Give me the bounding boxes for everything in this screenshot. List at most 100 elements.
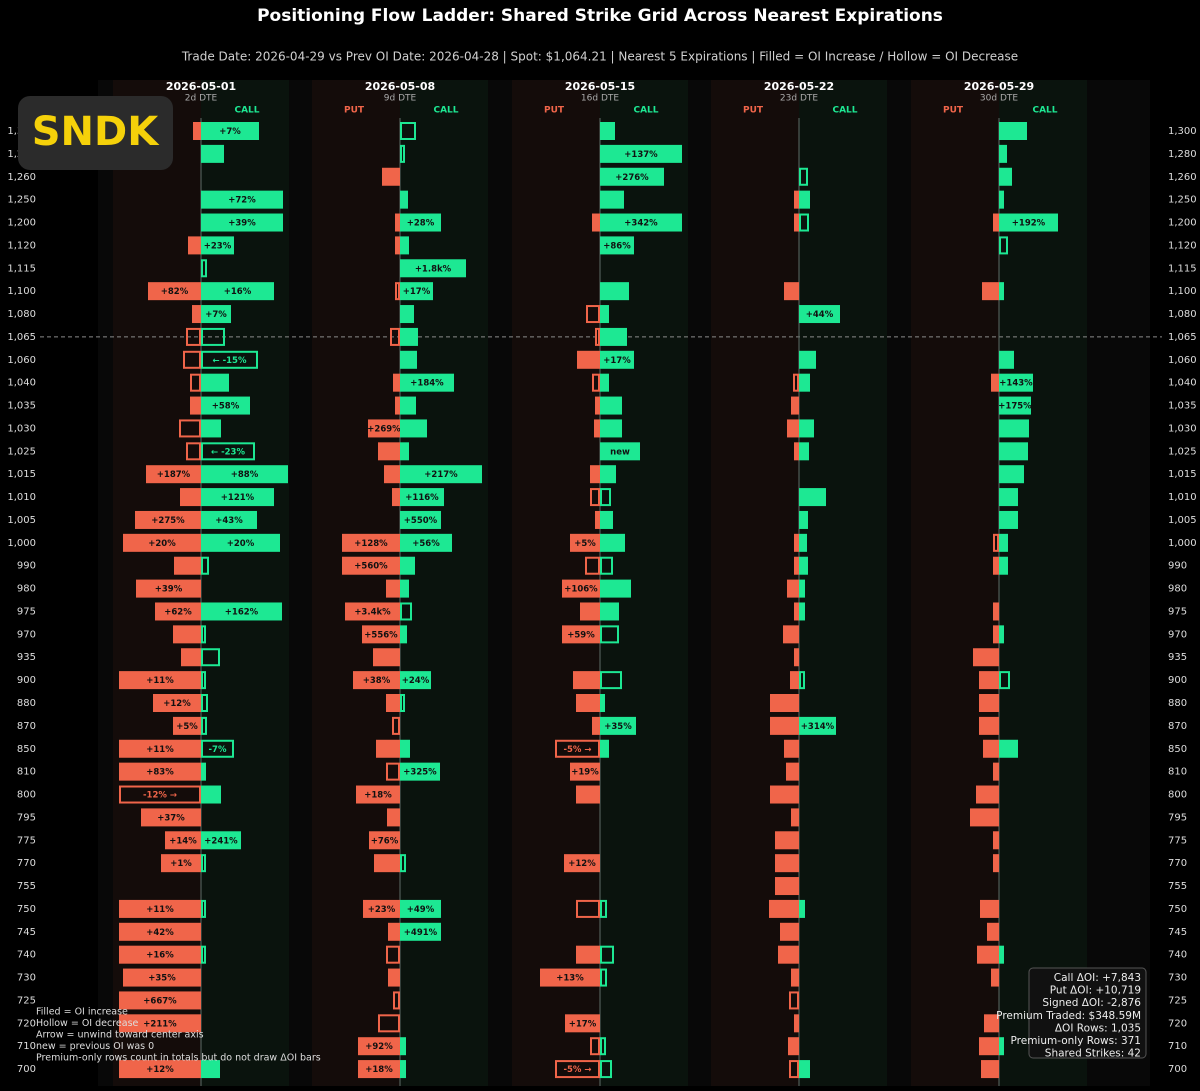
call-bar <box>400 144 405 163</box>
put-bar <box>141 808 201 827</box>
expiration-dte: 9d DTE <box>384 94 417 104</box>
call-bar <box>400 762 440 781</box>
strike-label-left: 775 <box>17 835 36 846</box>
summary-line: Shared Strikes: 42 <box>1045 1048 1141 1060</box>
put-bar <box>395 282 400 301</box>
strike-label-right: 1,035 <box>1168 401 1197 412</box>
call-zone <box>799 80 887 1086</box>
strike-label-right: 755 <box>1168 881 1187 892</box>
put-bar <box>769 899 799 918</box>
call-bar-label: +116% <box>405 493 439 503</box>
summary-frame <box>1028 967 1147 1059</box>
strike-label-right: 795 <box>1168 812 1187 823</box>
strike-label-left: 710 <box>17 1041 36 1052</box>
call-bar <box>600 419 622 438</box>
call-bar <box>201 396 250 415</box>
strike-label-left: 1,030 <box>7 423 36 434</box>
put-bar <box>576 785 600 804</box>
call-bar <box>799 602 805 621</box>
call-bar <box>799 579 805 598</box>
strike-label-right: 1,280 <box>1168 149 1197 160</box>
call-bar <box>201 762 206 781</box>
legend-note: Filled = OI increase <box>36 1007 128 1018</box>
strike-label-left: 1,065 <box>7 332 36 343</box>
put-bar <box>123 533 201 552</box>
strike-label-right: 1,300 <box>1168 126 1197 137</box>
call-bar <box>400 465 482 484</box>
put-bar <box>358 1060 400 1079</box>
call-bar <box>999 671 1010 690</box>
call-bar <box>400 625 407 644</box>
put-bar <box>190 396 201 415</box>
call-bar <box>400 373 454 392</box>
call-bar-label: +20% <box>227 539 255 549</box>
put-bar-label: +269% <box>367 424 401 434</box>
call-bar <box>799 190 810 209</box>
call-bar <box>600 716 636 735</box>
put-bar <box>174 556 201 575</box>
legend-note: Premium-only rows count in totals but do… <box>36 1053 321 1064</box>
strike-label-left: 1,200 <box>7 218 36 229</box>
call-bar-label: +56% <box>412 539 440 549</box>
put-bar <box>540 968 600 987</box>
put-bar <box>358 1037 400 1056</box>
call-bar <box>201 625 206 644</box>
call-bar <box>799 488 826 507</box>
put-bar <box>165 831 201 850</box>
put-bar-label: +211% <box>143 1019 177 1029</box>
put-bar <box>980 899 999 918</box>
call-bar <box>201 282 274 301</box>
call-bar <box>799 533 807 552</box>
strike-label-right: 740 <box>1168 950 1187 961</box>
strike-label-right: 1,040 <box>1168 378 1197 389</box>
put-bar <box>570 762 600 781</box>
call-bar <box>600 373 609 392</box>
put-bar <box>146 465 201 484</box>
put-bar <box>181 648 201 667</box>
put-bar <box>395 396 400 415</box>
call-bar <box>999 419 1029 438</box>
call-bar <box>400 350 417 369</box>
call-bar <box>600 488 611 507</box>
call-bar <box>999 488 1018 507</box>
call-bar <box>201 602 282 621</box>
put-bar <box>794 556 799 575</box>
strike-label-right: 770 <box>1168 858 1187 869</box>
call-bar-label: new <box>610 447 630 457</box>
put-bar-label: +17% <box>569 1019 597 1029</box>
put-bar-label: +16% <box>146 951 174 961</box>
call-bar <box>600 465 616 484</box>
strike-label-left: 795 <box>17 812 36 823</box>
put-bar <box>979 1037 999 1056</box>
put-bar <box>382 167 400 186</box>
put-bar-label: +12% <box>146 1065 174 1075</box>
put-bar <box>595 396 600 415</box>
strike-label-right: 980 <box>1168 584 1187 595</box>
put-bar <box>186 327 201 346</box>
put-bar <box>993 213 999 232</box>
put-bar <box>784 739 799 758</box>
strike-label-left: 970 <box>17 629 36 640</box>
call-bar <box>201 1060 220 1079</box>
call-bar <box>400 579 409 598</box>
call-bar-label: +16% <box>224 287 252 297</box>
strike-label-left: 730 <box>17 973 36 984</box>
put-bar-label: +275% <box>151 516 185 526</box>
call-bar <box>400 739 410 758</box>
put-bar <box>973 648 999 667</box>
call-bar <box>400 922 441 941</box>
call-bar <box>400 602 412 621</box>
put-bar <box>595 327 600 346</box>
put-bar <box>119 739 201 758</box>
put-bar <box>555 1060 600 1079</box>
summary-line: ΔOI Rows: 1,035 <box>1055 1022 1141 1034</box>
strike-label-right: 970 <box>1168 629 1187 640</box>
strike-label-left: 1,015 <box>7 469 36 480</box>
put-bar <box>794 190 799 209</box>
strike-label-right: 1,200 <box>1168 218 1197 229</box>
call-bar <box>400 671 431 690</box>
call-bar <box>999 373 1033 392</box>
put-bar <box>993 533 999 552</box>
call-zone <box>999 80 1087 1086</box>
